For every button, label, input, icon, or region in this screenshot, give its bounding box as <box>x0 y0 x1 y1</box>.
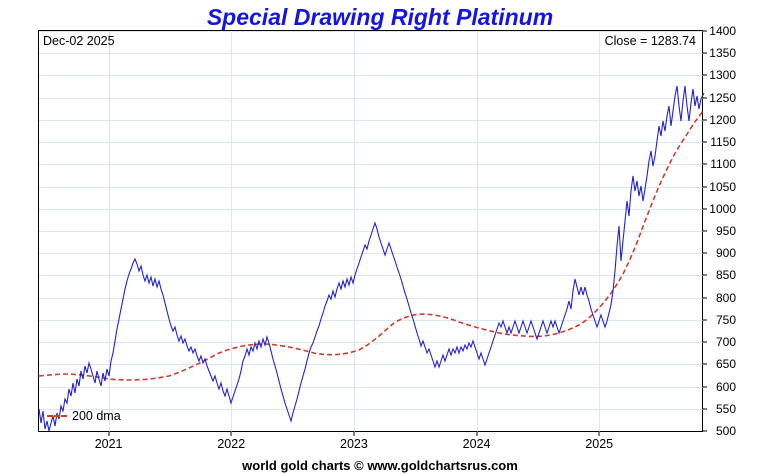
chart-window: Special Drawing Right Platinum <box>0 0 760 475</box>
chart-title: Special Drawing Right Platinum <box>0 4 760 31</box>
dma-legend-swatch <box>47 415 67 417</box>
plot-area: Dec-02 2025 Close = 1283.74 1400 1350 13… <box>38 30 703 432</box>
price-chart-svg <box>39 31 704 433</box>
dma-legend: 200 dma <box>47 409 121 423</box>
dma-legend-label: 200 dma <box>72 409 121 423</box>
dma-line-path <box>39 110 704 380</box>
footer-credit: world gold charts © www.goldchartsrus.co… <box>0 458 760 473</box>
